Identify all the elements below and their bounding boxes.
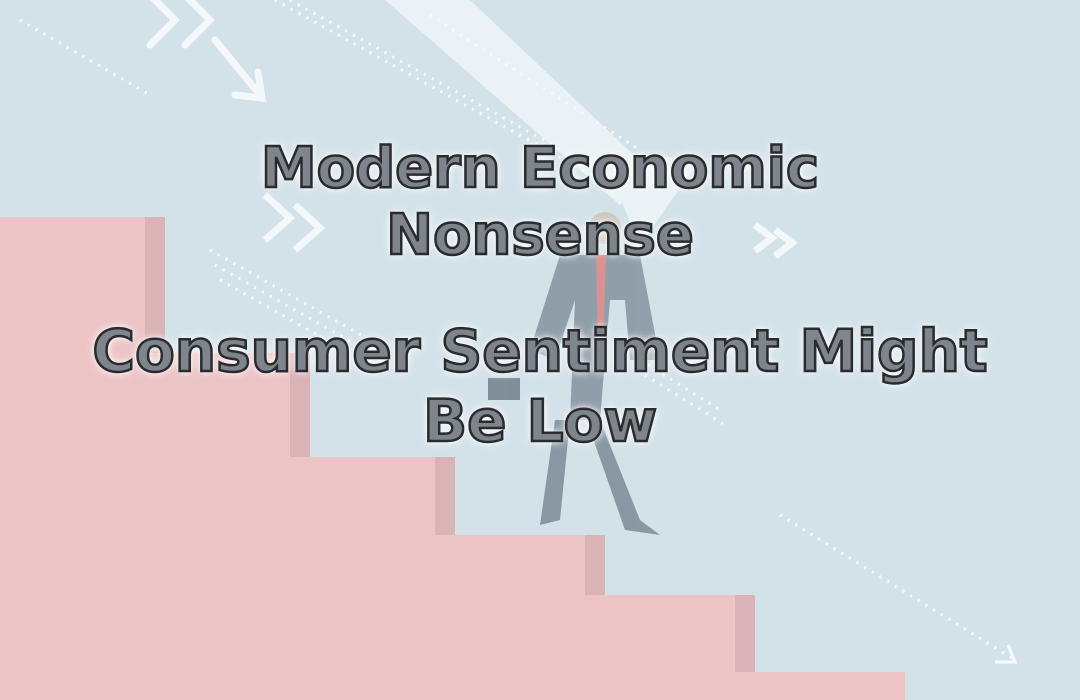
title-overlay: Modern Economic Nonsense Consumer Sentim… (0, 135, 1080, 457)
headline-line-2: Be Low (422, 386, 659, 456)
headline-line-1: Consumer Sentiment Might (91, 316, 989, 386)
businessman-figure (488, 212, 660, 535)
title-spacer (0, 269, 1080, 317)
series-title-line-1: Modern Economic (260, 135, 821, 203)
chevron-right-icon (262, 192, 798, 259)
descending-stairs (0, 217, 905, 700)
series-title-line-2: Nonsense (385, 202, 695, 270)
chevron-right-icon (146, 0, 267, 102)
downward-arrow-icon (995, 644, 1018, 664)
downward-arrow-icon (385, 0, 700, 245)
dotted-trend-line-icon (19, 0, 1016, 662)
